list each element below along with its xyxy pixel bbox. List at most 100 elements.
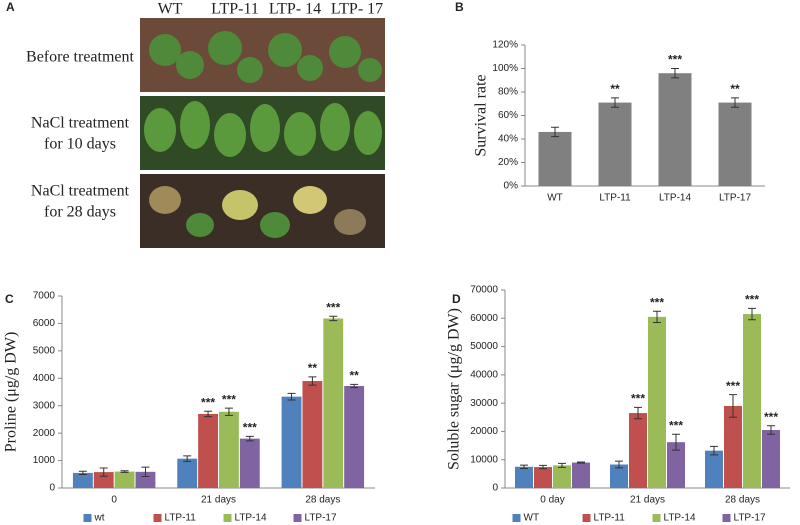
- bar: [598, 102, 632, 186]
- error-bar: [329, 315, 338, 322]
- legend-label: LTP-17: [305, 513, 337, 524]
- legend-label: LTP-11: [165, 513, 197, 524]
- y-tick-label: 30000: [470, 398, 498, 409]
- leaves: [144, 101, 382, 157]
- y-axis-title: Survival rate: [473, 74, 490, 156]
- error-bar: [653, 310, 661, 324]
- error-bar: [224, 407, 233, 416]
- error-bar: [729, 394, 737, 418]
- significance-label: ***: [764, 410, 778, 424]
- significance-label: ***: [222, 392, 236, 406]
- y-axis-title: Proline (μg/g DW): [3, 332, 20, 453]
- y-tick-label: 40%: [498, 134, 518, 145]
- bar: [239, 438, 260, 488]
- row-label: NaCl treatment: [31, 115, 130, 132]
- column-label: LTP- 17: [331, 1, 383, 18]
- y-tick-label: 0%: [504, 181, 519, 192]
- legend-swatch: [512, 514, 521, 522]
- error-bar: [308, 376, 317, 386]
- y-tick-label: 120%: [492, 40, 518, 51]
- bar: [515, 466, 533, 488]
- significance-label: ***: [631, 392, 645, 406]
- panel-label: D: [452, 292, 461, 306]
- significance-label: ***: [668, 53, 682, 67]
- x-tick-label: 0 day: [540, 495, 564, 506]
- error-bar: [204, 410, 213, 418]
- bar: [135, 471, 156, 488]
- leaves: [149, 186, 366, 238]
- error-bar: [710, 445, 718, 456]
- error-bar: [577, 461, 585, 464]
- error-bar: [615, 460, 623, 469]
- y-tick-label: 40000: [470, 369, 498, 380]
- panel-label: C: [5, 292, 14, 306]
- photo-panel: A WT LTP-11 LTP- 14 LTP- 17 Before treat…: [6, 0, 385, 248]
- error-bar: [671, 68, 679, 79]
- y-tick-label: 10000: [470, 454, 498, 465]
- x-tick-label: LTP-17: [719, 193, 751, 204]
- y-tick-label: 20%: [498, 157, 518, 168]
- significance-label: ***: [726, 379, 740, 393]
- error-bar: [99, 467, 108, 477]
- error-bar: [78, 470, 87, 476]
- bar: [538, 131, 572, 186]
- bar: [658, 73, 692, 186]
- legend-label: WT: [524, 513, 540, 524]
- y-tick-label: 60000: [470, 313, 498, 324]
- error-bar: [520, 464, 528, 469]
- bar: [72, 472, 93, 488]
- error-bar: [611, 97, 619, 108]
- significance-label: ***: [201, 395, 215, 409]
- significance-label: ***: [326, 300, 340, 314]
- legend-swatch: [293, 514, 302, 522]
- y-tick-label: 2000: [33, 428, 56, 439]
- error-bar: [183, 455, 192, 462]
- y-tick-label: 100%: [492, 63, 518, 74]
- bar: [762, 430, 780, 488]
- row-label: for 10 days: [44, 136, 116, 153]
- y-tick-label: 3000: [33, 400, 56, 411]
- error-bar: [672, 433, 680, 451]
- panel-label: B: [455, 0, 464, 14]
- error-bar: [350, 383, 359, 389]
- y-tick-label: 7000: [33, 291, 56, 302]
- legend-label: LTP-14: [664, 513, 696, 524]
- y-tick-label: 4000: [33, 373, 56, 384]
- error-bar: [767, 425, 775, 435]
- x-tick-label: 0: [111, 495, 117, 506]
- x-tick-label: 28 days: [305, 495, 340, 506]
- y-tick-label: 1000: [33, 455, 56, 466]
- bar: [198, 413, 218, 488]
- legend-label: LTP-14: [235, 513, 267, 524]
- bar: [629, 413, 647, 488]
- error-bar: [287, 392, 296, 401]
- legend-swatch: [153, 514, 162, 522]
- bar: [323, 318, 344, 488]
- significance-label: **: [610, 82, 620, 96]
- legend-label: LTP-17: [734, 513, 766, 524]
- legend-label: LTP-11: [594, 513, 626, 524]
- y-tick-label: 60%: [498, 110, 518, 121]
- row-label: for 28 days: [44, 204, 116, 221]
- x-tick-label: 21 days: [630, 495, 665, 506]
- y-axis-title: Soluble sugar (μg/g DW): [446, 308, 463, 470]
- y-tick-label: 50000: [470, 341, 498, 352]
- legend-swatch: [223, 514, 232, 522]
- x-tick-label: 28 days: [725, 495, 760, 506]
- column-label: WT: [158, 1, 183, 18]
- significance-label: ***: [669, 418, 683, 432]
- row-label: NaCl treatment: [31, 183, 130, 200]
- error-bar: [558, 462, 566, 468]
- column-label: LTP-11: [211, 1, 259, 18]
- bar: [177, 458, 198, 488]
- bar: [705, 450, 723, 488]
- bar: [718, 102, 752, 186]
- y-tick-label: 0: [492, 483, 498, 494]
- bar: [281, 396, 302, 488]
- error-bar: [539, 464, 547, 470]
- bar: [572, 462, 590, 488]
- leaves: [149, 31, 382, 83]
- x-tick-label: LTP-11: [599, 193, 631, 204]
- y-tick-label: 80%: [498, 87, 518, 98]
